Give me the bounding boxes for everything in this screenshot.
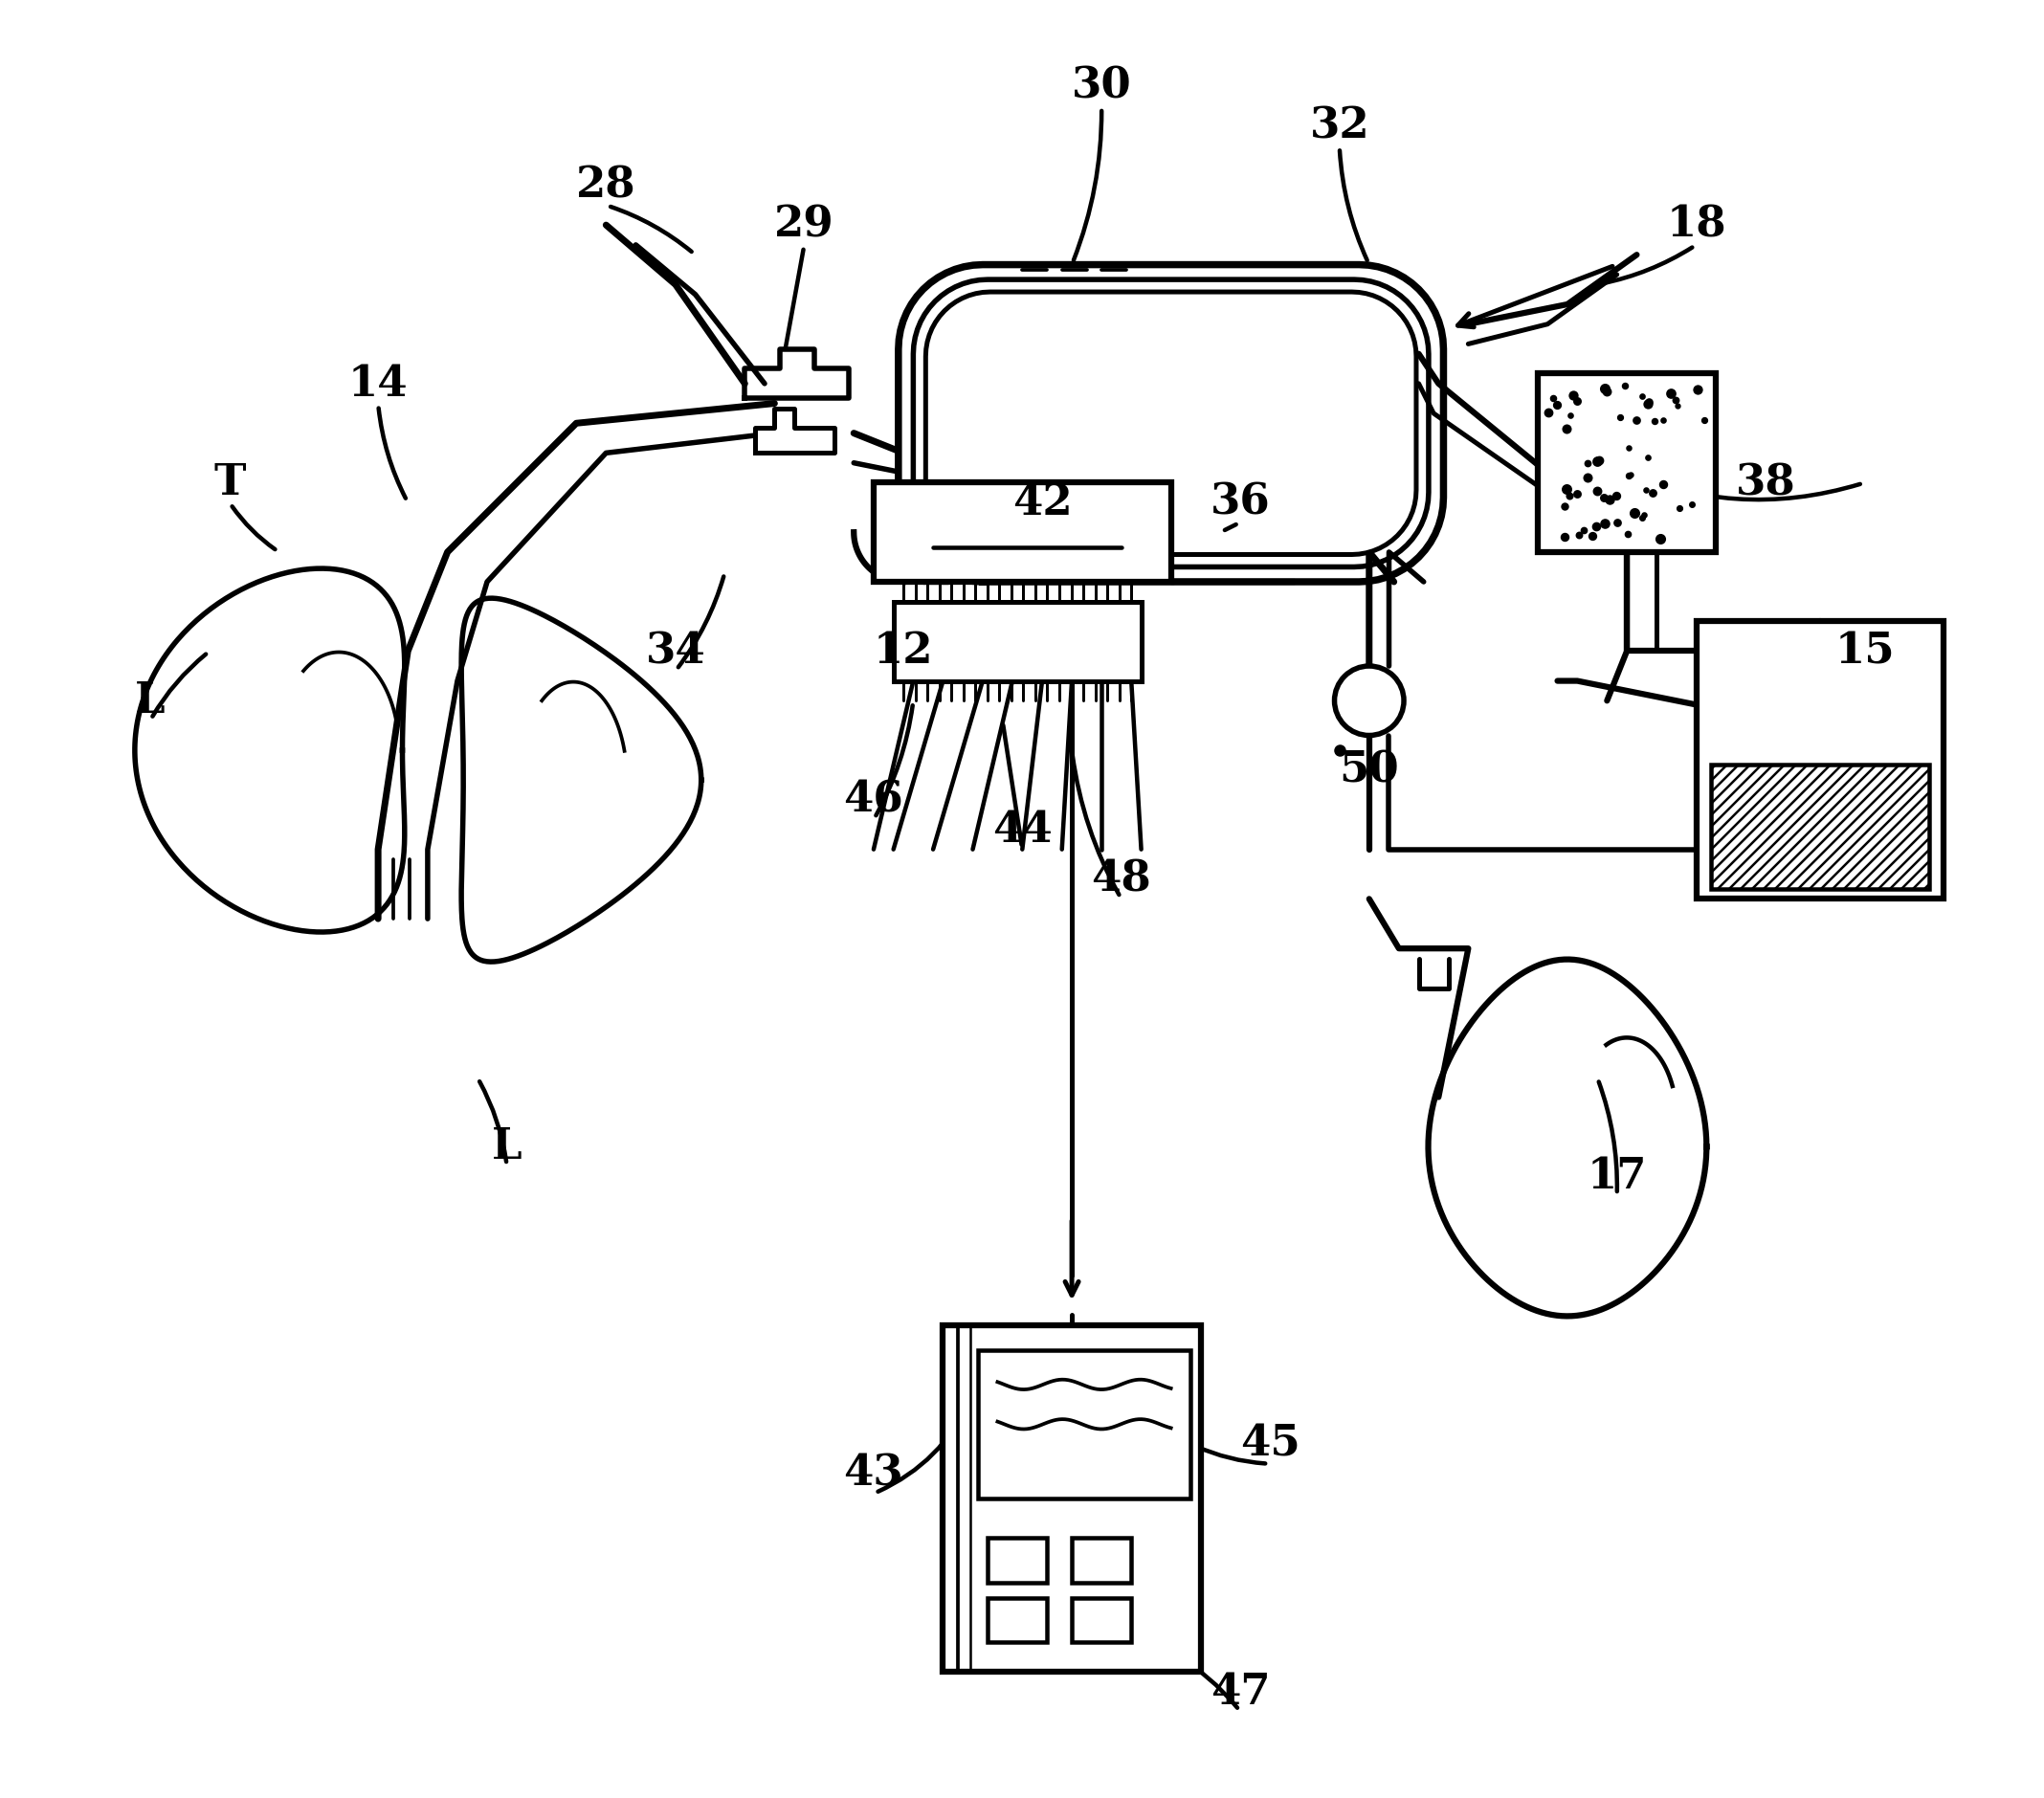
Text: 17: 17 xyxy=(1586,1156,1645,1197)
Text: 28: 28 xyxy=(576,165,636,207)
FancyBboxPatch shape xyxy=(1071,1598,1130,1642)
FancyBboxPatch shape xyxy=(1537,374,1715,552)
Text: L: L xyxy=(135,680,166,721)
Text: 47: 47 xyxy=(1210,1670,1269,1712)
FancyBboxPatch shape xyxy=(942,1325,1200,1672)
Text: 32: 32 xyxy=(1308,106,1369,147)
Text: 45: 45 xyxy=(1239,1424,1300,1465)
FancyBboxPatch shape xyxy=(1697,622,1944,899)
FancyBboxPatch shape xyxy=(977,1350,1190,1498)
Text: 38: 38 xyxy=(1735,462,1795,503)
Text: 44: 44 xyxy=(991,809,1053,850)
Text: L: L xyxy=(493,1126,521,1167)
Polygon shape xyxy=(754,408,834,453)
Text: 15: 15 xyxy=(1833,631,1895,672)
Text: T: T xyxy=(213,462,245,503)
Text: 29: 29 xyxy=(775,205,834,246)
Text: 43: 43 xyxy=(844,1453,903,1494)
FancyBboxPatch shape xyxy=(1711,764,1930,888)
Text: 34: 34 xyxy=(646,631,705,672)
FancyBboxPatch shape xyxy=(1071,1537,1130,1582)
Text: 46: 46 xyxy=(844,779,903,820)
FancyBboxPatch shape xyxy=(873,484,1171,583)
Text: 12: 12 xyxy=(873,631,932,672)
Text: 18: 18 xyxy=(1666,205,1725,246)
Polygon shape xyxy=(744,349,848,399)
FancyBboxPatch shape xyxy=(893,602,1141,681)
FancyBboxPatch shape xyxy=(987,1537,1047,1582)
Text: 14: 14 xyxy=(347,363,409,405)
Text: 42: 42 xyxy=(1012,482,1071,523)
Text: 50: 50 xyxy=(1339,750,1398,791)
Text: 30: 30 xyxy=(1071,67,1130,108)
Text: 36: 36 xyxy=(1210,482,1269,523)
Circle shape xyxy=(1335,665,1404,735)
Polygon shape xyxy=(926,291,1416,554)
FancyBboxPatch shape xyxy=(987,1598,1047,1642)
Text: 48: 48 xyxy=(1091,859,1151,899)
Polygon shape xyxy=(897,264,1443,583)
